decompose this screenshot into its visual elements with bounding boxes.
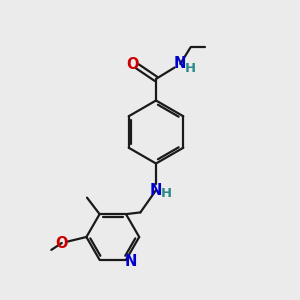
Text: O: O: [56, 236, 68, 250]
Text: H: H: [161, 187, 172, 200]
Text: N: N: [149, 183, 162, 198]
Text: N: N: [174, 56, 187, 71]
Text: N: N: [125, 254, 137, 269]
Text: O: O: [126, 57, 139, 72]
Text: H: H: [184, 61, 196, 75]
